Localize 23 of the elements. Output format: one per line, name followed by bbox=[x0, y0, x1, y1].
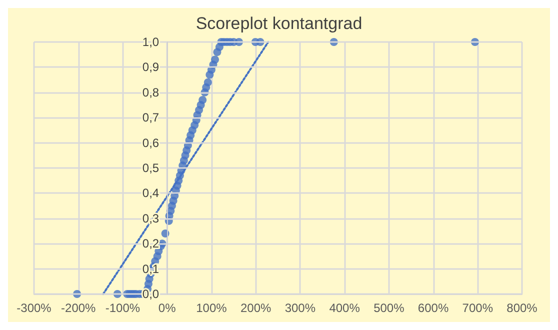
y-tick-label: 1,0 bbox=[142, 35, 160, 49]
y-tick-label: 0,3 bbox=[142, 211, 160, 226]
y-tick-label: 0,2 bbox=[142, 236, 160, 251]
x-tick-label: -100% bbox=[105, 301, 140, 315]
x-tick-label: 400% bbox=[329, 301, 360, 315]
y-tick-label: 0,6 bbox=[142, 136, 160, 150]
y-tick-label: 0,5 bbox=[142, 161, 160, 175]
x-tick-label: 700% bbox=[462, 301, 494, 315]
x-tick-label: -200% bbox=[61, 301, 96, 315]
x-tick-label: -300% bbox=[16, 301, 52, 315]
x-tick-label: 300% bbox=[284, 301, 316, 315]
y-tick-label: 0,0 bbox=[142, 287, 160, 301]
x-tick-label: 500% bbox=[374, 301, 405, 315]
y-tick-label: 0,9 bbox=[142, 60, 160, 74]
x-tick-label: 0% bbox=[158, 301, 176, 315]
x-tick-label: 100% bbox=[196, 301, 228, 315]
x-tick-label: 200% bbox=[240, 301, 272, 315]
x-tick-label: 600% bbox=[418, 301, 449, 315]
y-tick-label: 0,7 bbox=[142, 110, 160, 125]
y-tick-label: 0,4 bbox=[142, 186, 160, 200]
y-tick-label: 0,8 bbox=[142, 85, 160, 100]
x-tick-label: 800% bbox=[506, 301, 538, 315]
chart-title: Scoreplot kontantgrad bbox=[196, 14, 362, 33]
